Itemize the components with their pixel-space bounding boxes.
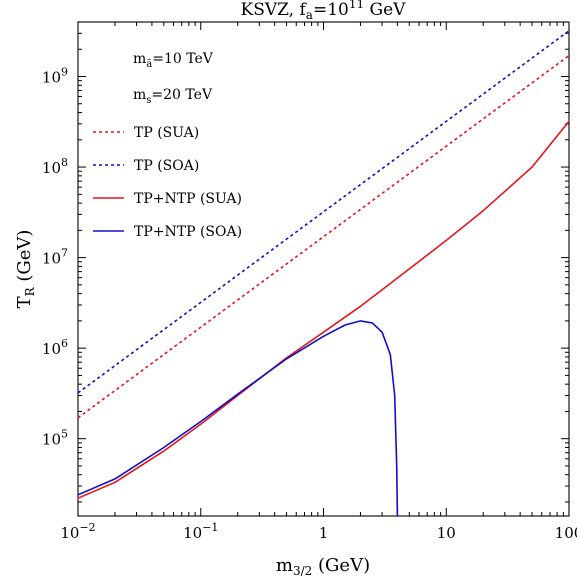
chart-title-text: KSVZ, fa=1011 GeV [241,0,407,22]
legend: TP (SUA) TP (SOA) TP+NTP (SUA) TP+NTP (SOA) [93,125,242,240]
legend-label: TP+NTP (SUA) [134,191,242,207]
y-tick-label: 107 [42,247,68,268]
chart-title: KSVZ, fa=1011 GeV [241,0,407,22]
series-layer [77,30,570,517]
axis-ticks [77,21,570,516]
annotation-text: mã=10 TeV [133,51,214,70]
legend-label: TP (SOA) [134,158,199,174]
series-line-tp-ntp-soa [77,320,399,517]
legend-label: TP+NTP (SOA) [134,224,242,240]
x-tick-label: 1 [319,524,329,542]
annotation-text: ms=20 TeV [133,87,213,106]
x-tick-label: 100 [555,524,577,542]
y-tick-label: 109 [42,66,68,87]
series-line-tp-ntp-sua [77,120,570,500]
y-tick-label: 105 [42,428,68,449]
axis-tick-labels: 10−2 10−1 1 10 100 105 106 107 108 109 [42,66,577,542]
y-tick-label: 108 [42,156,68,177]
x-tick-label: 10−1 [183,521,218,542]
series-line-tp-soa [77,30,570,394]
y-axis-label: TR (GeV) [14,230,37,309]
x-tick-label: 10 [437,524,456,542]
x-axis-label: m3/2 (GeV) [276,555,370,578]
y-tick-label: 106 [42,337,68,358]
x-tick-label: 10−2 [60,521,95,542]
legend-label: TP (SUA) [134,125,199,141]
legend-annotations: mã=10 TeV ms=20 TeV [133,51,214,106]
